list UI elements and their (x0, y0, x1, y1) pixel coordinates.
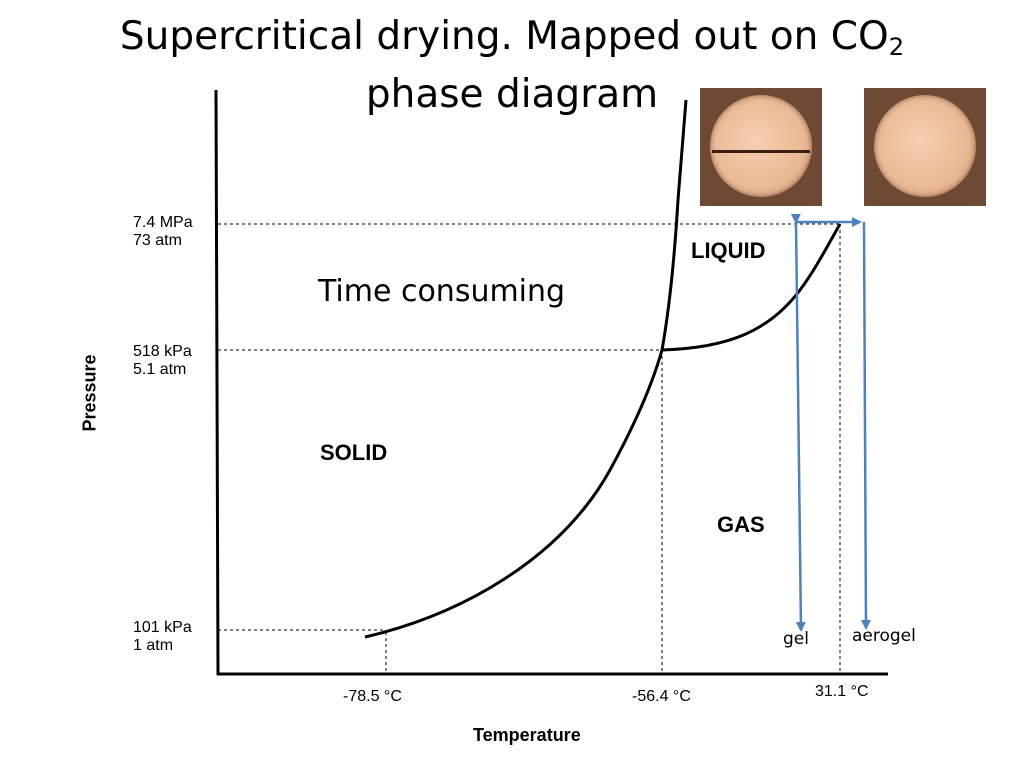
gel-label: gel (783, 629, 809, 649)
crack-line (712, 150, 810, 153)
guide-lines (218, 223, 841, 674)
drying-paths (790, 213, 871, 632)
cracked-gel-photo (700, 88, 822, 206)
temp-label-triple: -56.4 °C (632, 688, 691, 705)
pressure-label-triple-atm: 5.1 atm (133, 361, 187, 378)
pressure-label-triple: 518 kPa 5.1 atm (133, 343, 192, 379)
region-liquid: LIQUID (691, 238, 766, 263)
y-axis (214, 89, 220, 676)
pressure-label-critical-kpa: 7.4 MPa (133, 214, 193, 231)
temp-label-critical: 31.1 °C (815, 683, 869, 700)
gel-disc (710, 95, 812, 197)
pressure-label-atm-kpa: 101 kPa (133, 619, 192, 636)
aerogel-photo (864, 88, 986, 206)
title-line1: Supercritical drying. Mapped out on CO2 (119, 14, 905, 62)
pressure-label-atm: 101 kPa 1 atm (133, 619, 192, 655)
slide-title: Supercritical drying. Mapped out on CO2 … (0, 8, 1024, 124)
region-gas: GAS (717, 512, 765, 537)
temp-label-sublimation: -78.5 °C (343, 688, 402, 705)
pressure-label-critical: 7.4 MPa 73 atm (133, 214, 193, 250)
aerogel-label: aerogel (852, 626, 916, 646)
melting-curve (660, 99, 688, 351)
pressure-label-atm-atm: 1 atm (133, 637, 174, 654)
pressure-label-critical-atm: 73 atm (133, 232, 182, 249)
region-solid: SOLID (320, 440, 388, 465)
phase-boundaries (364, 99, 842, 639)
y-axis-title: Pressure (79, 354, 100, 432)
gel-path-arrow (790, 213, 806, 632)
aerogel-path-arrow (860, 221, 871, 630)
time-consuming-note: Time consuming (318, 274, 566, 309)
aerogel-disc (874, 95, 976, 197)
sublimation-curve (364, 349, 664, 639)
pressure-label-triple-kpa: 518 kPa (133, 343, 192, 360)
title-line2: phase diagram (365, 72, 659, 117)
x-axis-title: Temperature (473, 725, 581, 745)
